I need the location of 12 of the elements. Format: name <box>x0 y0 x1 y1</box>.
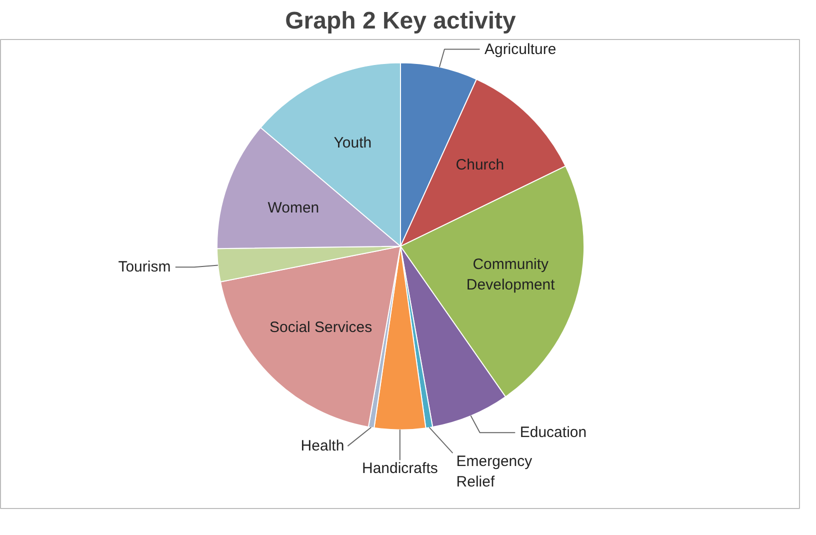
slice-label: Youth <box>334 134 372 152</box>
slice-label: Emergency Relief <box>456 453 533 490</box>
chart-title: Graph 2 Key activity <box>285 8 517 34</box>
slice-label: Agriculture <box>484 40 556 58</box>
slice-label: Tourism <box>118 258 171 276</box>
slice-label: Church <box>456 156 504 174</box>
slice-label: Handicrafts <box>362 460 438 478</box>
slice-label: Women <box>268 199 320 216</box>
slice-label: Social Services <box>270 318 372 336</box>
slice-label: Education <box>520 424 587 442</box>
slice-label: Community Development <box>466 256 556 294</box>
slice-label: Health <box>300 438 344 455</box>
